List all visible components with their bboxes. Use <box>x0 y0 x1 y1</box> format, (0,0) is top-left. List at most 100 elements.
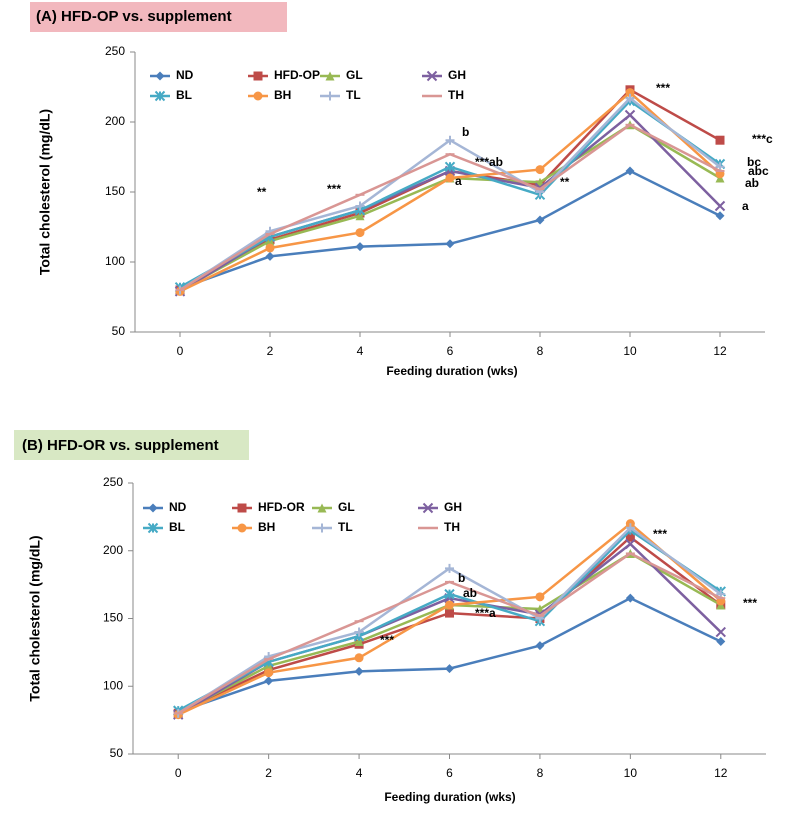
x-tick-label: 10 <box>624 766 638 780</box>
annotation: *** <box>327 182 341 196</box>
series-line <box>179 123 721 292</box>
y-axis-label: Total cholesterol (mg/dL) <box>27 535 43 701</box>
legend-label: BH <box>274 88 291 102</box>
y-tick-label: 100 <box>105 254 125 268</box>
annotation: *** <box>743 596 757 610</box>
y-tick-label: 150 <box>103 611 123 625</box>
legend-label: TH <box>444 520 460 534</box>
y-tick-label: 200 <box>103 543 123 557</box>
marker <box>264 676 274 686</box>
legend-label: GL <box>338 500 355 514</box>
y-tick-label: 150 <box>105 184 125 198</box>
marker <box>265 243 275 253</box>
marker <box>715 135 725 145</box>
chart-title: (A) HFD-OP vs. supplement <box>36 8 232 25</box>
x-axis-label: Feeding duration (wks) <box>384 790 515 804</box>
marker <box>445 135 455 145</box>
y-tick-label: 50 <box>110 746 124 760</box>
x-tick-label: 12 <box>713 344 727 358</box>
x-tick-label: 4 <box>357 344 364 358</box>
legend-label: HFD-OP <box>274 68 320 82</box>
legend-label: BL <box>176 88 192 102</box>
marker <box>445 173 455 183</box>
marker <box>445 239 455 249</box>
marker <box>625 523 635 533</box>
x-tick-label: 6 <box>447 344 454 358</box>
x-tick-label: 10 <box>623 344 637 358</box>
marker <box>714 200 726 212</box>
marker <box>354 653 364 663</box>
marker <box>237 503 247 513</box>
marker <box>147 522 159 534</box>
marker <box>354 666 364 676</box>
legend-label: TL <box>338 520 353 534</box>
y-axis-label: Total cholesterol (mg/dL) <box>37 109 53 275</box>
marker <box>253 71 263 81</box>
annotation: ** <box>257 185 267 199</box>
marker <box>317 523 327 533</box>
legend-label: GH <box>448 68 466 82</box>
annotation: a <box>455 174 462 188</box>
legend-label: ND <box>169 500 187 514</box>
marker <box>355 201 365 211</box>
chart-title: (B) HFD-OR vs. supplement <box>22 437 219 454</box>
annotation: abc <box>748 164 769 178</box>
marker <box>535 641 545 651</box>
series-line <box>177 552 722 715</box>
x-tick-label: 0 <box>177 344 184 358</box>
y-tick-label: 100 <box>103 678 123 692</box>
legend-label: ND <box>176 68 194 82</box>
title-background <box>14 430 249 460</box>
marker <box>624 109 636 121</box>
marker <box>317 503 327 513</box>
marker <box>444 588 455 600</box>
annotation: ** <box>560 175 570 189</box>
marker <box>625 166 635 176</box>
legend-label: GH <box>444 500 462 514</box>
annotation: b <box>462 125 469 139</box>
marker <box>444 161 456 173</box>
y-tick-label: 50 <box>112 324 126 338</box>
marker <box>325 91 335 101</box>
annotation: ***ab <box>475 155 503 169</box>
x-tick-label: 6 <box>446 766 453 780</box>
annotation: ***a <box>475 606 496 620</box>
marker <box>148 503 158 513</box>
marker <box>265 251 275 261</box>
marker <box>355 228 365 238</box>
x-tick-label: 2 <box>267 344 274 358</box>
title-background <box>30 2 287 32</box>
marker <box>264 668 274 678</box>
marker <box>354 637 364 647</box>
marker <box>155 71 165 81</box>
marker <box>354 627 364 637</box>
legend-label: BL <box>169 520 185 534</box>
marker <box>237 523 247 533</box>
marker <box>625 93 635 103</box>
x-tick-label: 8 <box>537 766 544 780</box>
marker <box>625 88 635 98</box>
y-tick-label: 200 <box>105 114 125 128</box>
annotation: bc <box>747 155 761 169</box>
marker <box>445 664 454 674</box>
annotation: *** <box>380 633 394 647</box>
legend-label: TH <box>448 88 464 102</box>
marker <box>535 165 545 175</box>
x-axis-label: Feeding duration (wks) <box>386 364 517 378</box>
legend-label: BH <box>258 520 275 534</box>
series-line <box>177 535 722 715</box>
marker <box>445 600 454 610</box>
annotation: *** <box>653 527 667 541</box>
marker <box>445 563 454 573</box>
marker <box>535 215 545 225</box>
marker <box>715 626 726 638</box>
x-tick-label: 4 <box>356 766 363 780</box>
marker <box>426 70 438 82</box>
marker <box>535 592 545 602</box>
annotation: ***c <box>752 132 773 146</box>
annotation: *** <box>656 81 670 95</box>
marker <box>325 71 335 81</box>
series-line <box>177 526 722 715</box>
marker <box>355 242 365 252</box>
